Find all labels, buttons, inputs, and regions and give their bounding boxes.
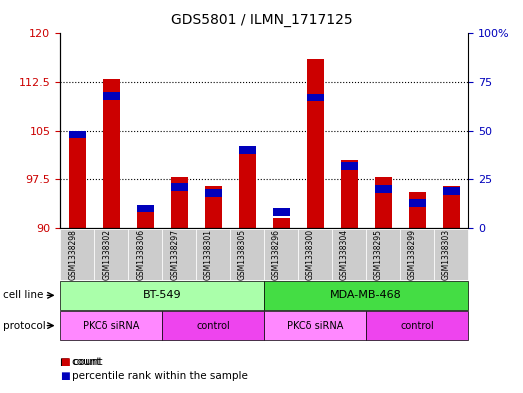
Text: ■: ■ (60, 371, 70, 381)
Bar (306, 94, 324, 101)
Text: GSM1338301: GSM1338301 (204, 229, 213, 280)
Bar (442, 187, 460, 195)
Bar (340, 160, 358, 228)
Bar (170, 177, 188, 228)
Bar (103, 79, 120, 228)
Text: control: control (196, 321, 230, 331)
Bar (374, 185, 392, 193)
Bar (204, 186, 222, 228)
Bar (170, 183, 188, 191)
Bar (238, 146, 256, 154)
Bar (408, 192, 426, 228)
Text: protocol: protocol (3, 321, 46, 331)
Bar (204, 189, 222, 197)
Text: GDS5801 / ILMN_1717125: GDS5801 / ILMN_1717125 (170, 13, 353, 27)
Text: PKCδ siRNA: PKCδ siRNA (287, 321, 343, 331)
Text: GSM1338300: GSM1338300 (306, 229, 315, 280)
Bar (340, 162, 358, 170)
Text: BT-549: BT-549 (143, 290, 181, 300)
Text: GSM1338306: GSM1338306 (136, 229, 145, 280)
Text: GSM1338302: GSM1338302 (102, 229, 111, 280)
Bar (137, 205, 154, 228)
Bar (374, 177, 392, 228)
Text: GSM1338298: GSM1338298 (68, 229, 77, 280)
Bar (69, 134, 86, 228)
Text: GSM1338305: GSM1338305 (238, 229, 247, 280)
Text: percentile rank within the sample: percentile rank within the sample (72, 371, 247, 381)
Text: cell line: cell line (3, 290, 43, 300)
Text: control: control (400, 321, 434, 331)
Bar (103, 92, 120, 99)
Text: count: count (72, 357, 101, 367)
Text: ■ count: ■ count (60, 357, 103, 367)
Text: GSM1338303: GSM1338303 (442, 229, 451, 280)
Bar (238, 153, 256, 228)
Text: ■: ■ (60, 357, 70, 367)
Bar (137, 205, 154, 212)
Bar (442, 186, 460, 228)
Bar (272, 218, 290, 228)
Text: GSM1338296: GSM1338296 (272, 229, 281, 280)
Bar (69, 130, 86, 138)
Text: PKCδ siRNA: PKCδ siRNA (83, 321, 139, 331)
Text: MDA-MB-468: MDA-MB-468 (330, 290, 402, 300)
Bar (408, 199, 426, 207)
Text: GSM1338297: GSM1338297 (170, 229, 179, 280)
Text: GSM1338295: GSM1338295 (374, 229, 383, 280)
Text: GSM1338304: GSM1338304 (340, 229, 349, 280)
Bar (306, 59, 324, 228)
Bar (272, 208, 290, 216)
Text: GSM1338299: GSM1338299 (408, 229, 417, 280)
